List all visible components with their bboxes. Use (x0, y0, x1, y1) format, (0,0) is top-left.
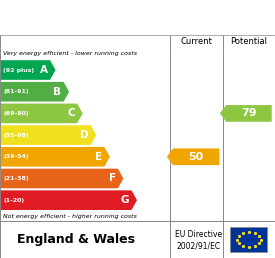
Polygon shape (1, 60, 56, 80)
Bar (230, 227, 267, 252)
Text: 79: 79 (241, 108, 257, 118)
Text: England & Wales: England & Wales (17, 233, 135, 246)
Text: (55-68): (55-68) (3, 133, 29, 138)
Text: (39-54): (39-54) (3, 154, 29, 159)
Text: Potential: Potential (230, 37, 267, 46)
Text: 2002/91/EC: 2002/91/EC (177, 242, 221, 251)
Text: G: G (121, 195, 129, 205)
Polygon shape (1, 104, 83, 123)
Polygon shape (1, 147, 110, 167)
Polygon shape (1, 125, 96, 145)
Text: B: B (53, 87, 61, 97)
Text: (69-80): (69-80) (3, 111, 29, 116)
Text: Energy Efficiency Rating: Energy Efficiency Rating (6, 11, 189, 24)
Text: (81-91): (81-91) (3, 89, 29, 94)
Polygon shape (167, 148, 219, 165)
Text: D: D (80, 130, 89, 140)
Text: C: C (67, 108, 75, 118)
Polygon shape (1, 190, 137, 210)
Text: Current: Current (180, 37, 212, 46)
Text: Very energy efficient - lower running costs: Very energy efficient - lower running co… (3, 52, 137, 57)
Text: (1-20): (1-20) (3, 198, 24, 203)
Text: EU Directive: EU Directive (175, 230, 222, 239)
Text: F: F (109, 173, 116, 183)
Text: (21-38): (21-38) (3, 176, 29, 181)
Text: (92 plus): (92 plus) (3, 68, 34, 72)
Polygon shape (1, 82, 69, 101)
Text: Not energy efficient - higher running costs: Not energy efficient - higher running co… (3, 214, 137, 219)
Text: A: A (40, 65, 48, 75)
Text: E: E (95, 152, 102, 162)
Text: 50: 50 (189, 152, 204, 162)
Polygon shape (220, 105, 272, 122)
Polygon shape (1, 169, 123, 188)
